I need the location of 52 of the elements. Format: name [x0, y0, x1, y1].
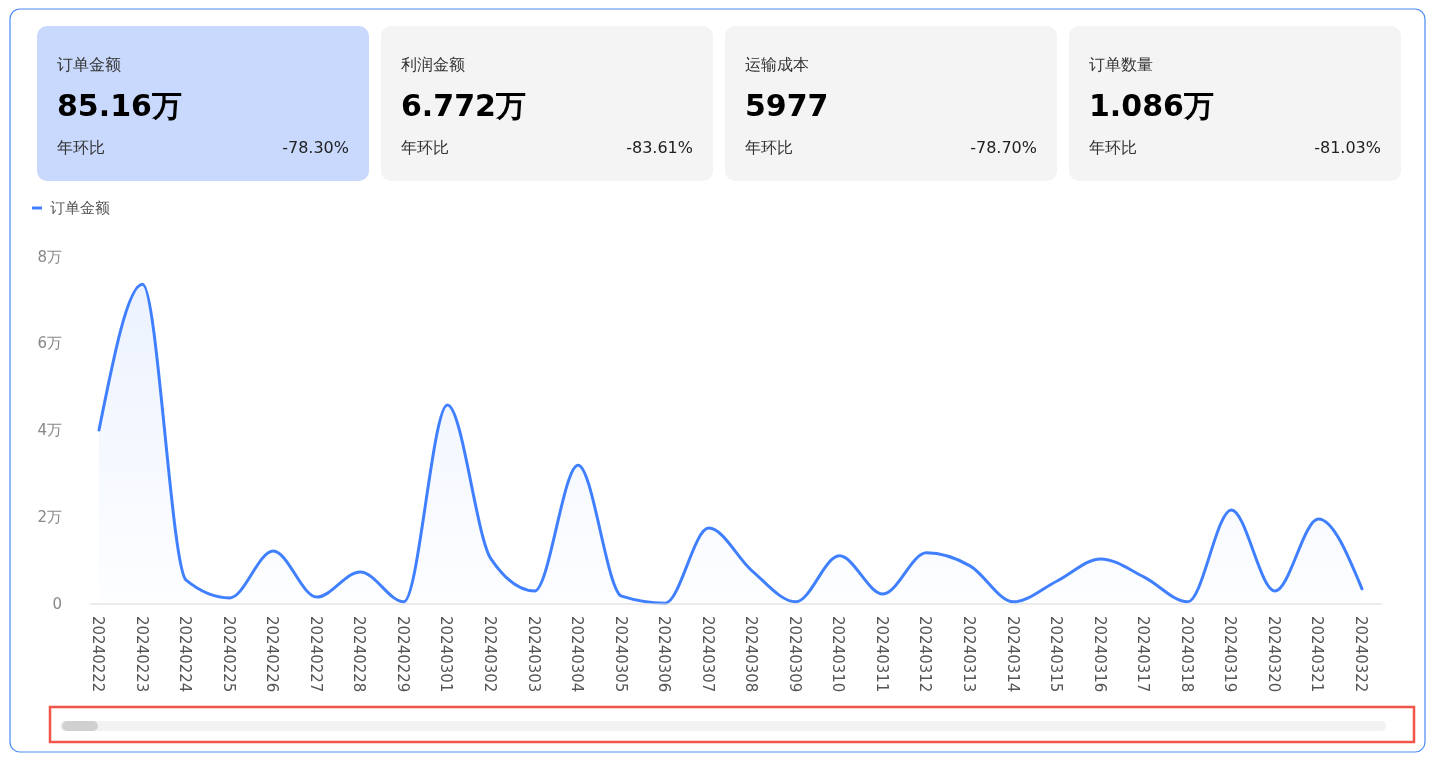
x-tick-label: 20240229	[393, 616, 412, 693]
x-tick-label: 20240301	[437, 616, 456, 693]
text: 5977	[745, 88, 829, 123]
x-tick-label: 20240316	[1090, 616, 1109, 693]
text: 1.086万	[1089, 88, 1214, 123]
y-tick-label: 4万	[37, 421, 62, 439]
x-tick-label: 20240302	[480, 616, 499, 693]
text: 6.772万	[401, 88, 526, 123]
x-tick-label: 20240311	[872, 616, 891, 693]
x-tick-label: 20240224	[176, 616, 195, 693]
x-tick-label: 20240318	[1177, 616, 1196, 693]
x-tick-label: 20240307	[698, 616, 717, 693]
x-tick-label: 20240315	[1047, 616, 1066, 693]
text: -81.03%	[1314, 138, 1381, 157]
x-tick-label: 20240227	[306, 616, 325, 693]
y-tick-label: 2万	[37, 507, 62, 526]
x-tick-label: 20240319	[1221, 616, 1240, 693]
text: 运输成本	[745, 55, 809, 74]
x-tick-label: 20240226	[263, 616, 282, 693]
text: 利润金额	[401, 55, 465, 74]
text: 年环比	[401, 138, 449, 157]
text: 年环比	[57, 138, 105, 157]
x-tick-label: 20240306	[655, 616, 674, 693]
y-tick-label: 6万	[37, 334, 62, 353]
y-tick-label: 8万	[37, 247, 62, 266]
x-tick-label: 20240314	[1003, 616, 1022, 693]
x-tick-label: 20240320	[1264, 616, 1283, 693]
x-tick-label: 20240309	[785, 616, 804, 693]
x-tick-label: 20240305	[611, 616, 630, 693]
legend-label: 订单金额	[50, 199, 110, 217]
text: -78.70%	[970, 138, 1037, 157]
x-tick-label: 20240321	[1308, 616, 1327, 693]
text: -83.61%	[626, 138, 693, 157]
x-tick-label: 20240223	[132, 616, 151, 693]
text: 年环比	[745, 138, 793, 157]
x-tick-label: 20240308	[742, 616, 761, 693]
y-tick-label: 0	[52, 594, 62, 613]
text: 订单数量	[1089, 55, 1153, 74]
text: 年环比	[1089, 138, 1137, 157]
text: 订单金额	[57, 55, 121, 74]
x-tick-label: 20240317	[1134, 616, 1153, 693]
x-tick-label: 20240313	[960, 616, 979, 693]
x-tick-label: 20240222	[89, 616, 107, 693]
text: 85.16万	[57, 88, 182, 123]
x-tick-label: 20240310	[829, 616, 848, 693]
x-tick-label: 20240225	[219, 616, 238, 693]
x-tick-label: 20240304	[568, 616, 587, 693]
text: -78.30%	[282, 138, 349, 157]
x-tick-label: 20240312	[916, 616, 935, 693]
x-tick-label: 20240322	[1352, 616, 1370, 693]
x-tick-label: 20240303	[524, 616, 543, 693]
x-tick-label: 20240228	[350, 616, 369, 693]
